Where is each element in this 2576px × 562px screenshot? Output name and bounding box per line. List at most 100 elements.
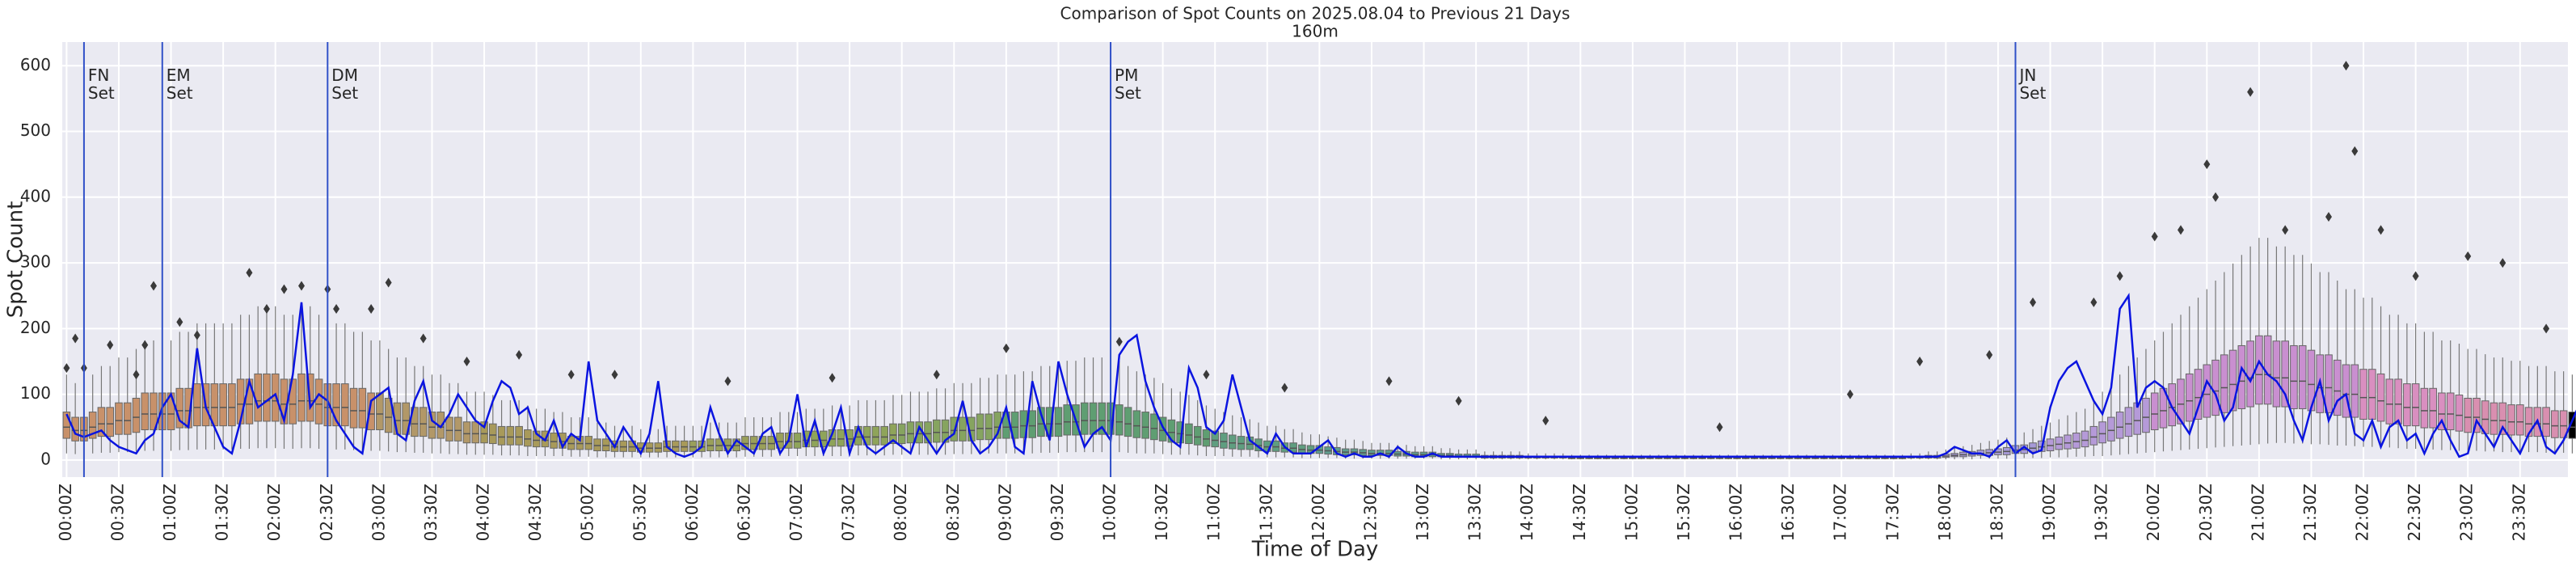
y-tick-label: 600	[20, 55, 51, 74]
outlier	[2342, 61, 2350, 71]
box	[2368, 369, 2376, 420]
box	[2420, 387, 2429, 429]
annotation-label: FN Set	[88, 65, 115, 103]
box	[2333, 359, 2342, 416]
x-tick-label: 15:00Z	[1621, 484, 1641, 541]
box	[2376, 373, 2385, 422]
box	[2272, 340, 2281, 408]
outlier	[2412, 271, 2419, 281]
box	[1150, 413, 1158, 441]
outlier	[419, 333, 427, 344]
box	[1193, 425, 1202, 446]
box	[741, 436, 749, 450]
box	[1289, 442, 1297, 453]
x-axis-label: Time of Day	[1251, 538, 1379, 562]
outlier	[2151, 231, 2158, 242]
box	[706, 438, 715, 451]
outlier	[567, 370, 575, 380]
box	[2237, 344, 2246, 409]
box	[358, 387, 367, 429]
box	[950, 416, 959, 442]
x-tick-label: 15:30Z	[1674, 484, 1693, 541]
x-tick-label: 20:30Z	[2196, 484, 2216, 541]
box	[2524, 407, 2533, 437]
box	[97, 407, 106, 437]
box	[428, 412, 436, 439]
x-tick-label: 05:00Z	[578, 484, 597, 541]
outlier	[176, 317, 183, 327]
outlier	[2282, 225, 2289, 235]
box	[376, 392, 384, 430]
box	[2228, 349, 2237, 412]
box	[2089, 425, 2098, 446]
outlier	[1385, 376, 1393, 387]
x-tick-label: 11:30Z	[1256, 484, 1275, 541]
box	[924, 421, 932, 444]
box	[2429, 387, 2437, 429]
outlier	[828, 373, 836, 383]
outlier	[193, 330, 200, 340]
x-tick-label: 12:00Z	[1309, 484, 1328, 541]
box	[349, 387, 358, 429]
y-tick-label: 0	[40, 449, 51, 468]
box	[2298, 344, 2307, 409]
outlier	[72, 333, 79, 344]
box	[497, 425, 506, 446]
box	[445, 416, 453, 442]
x-tick-label: 10:00Z	[1100, 484, 1119, 541]
outlier	[2325, 212, 2332, 222]
box	[2394, 378, 2402, 425]
box	[1141, 412, 1149, 439]
outlier	[280, 284, 288, 294]
box	[2220, 354, 2228, 413]
box	[1167, 419, 1176, 443]
box	[515, 425, 523, 446]
box	[2098, 421, 2106, 444]
box	[1271, 440, 1280, 452]
y-tick-label: 500	[20, 120, 51, 140]
x-tick-label: 13:00Z	[1413, 484, 1432, 541]
box	[2385, 378, 2394, 425]
box	[793, 433, 802, 449]
box	[1010, 412, 1019, 439]
plot-background	[62, 42, 2568, 477]
box	[1089, 402, 1098, 435]
box	[2255, 335, 2263, 405]
box	[471, 421, 480, 444]
x-tick-label: 18:30Z	[1987, 484, 2006, 541]
outlier	[463, 356, 470, 366]
x-tick-label: 14:00Z	[1517, 484, 1537, 541]
annotation-label: DM Set	[331, 65, 358, 103]
x-tick-label: 08:00Z	[891, 484, 910, 541]
x-tick-label: 07:30Z	[839, 484, 858, 541]
box	[2498, 402, 2507, 435]
outlier	[1281, 382, 1288, 393]
box	[2325, 354, 2333, 413]
box	[1054, 407, 1063, 437]
x-tick-label: 21:30Z	[2300, 484, 2320, 541]
box	[2168, 383, 2177, 427]
box	[271, 373, 280, 422]
x-tick-label: 11:00Z	[1204, 484, 1224, 541]
outlier	[933, 370, 940, 380]
box	[1228, 434, 1237, 450]
box	[619, 440, 628, 452]
outlier	[2543, 323, 2550, 334]
outlier	[1115, 336, 1123, 347]
box	[2029, 442, 2037, 453]
x-tick-label: 19:30Z	[2092, 484, 2111, 541]
box	[384, 397, 393, 433]
outlier	[2212, 192, 2220, 202]
box	[489, 423, 497, 445]
outlier	[1986, 349, 1993, 360]
chart-title: Comparison of Spot Counts on 2025.08.04 …	[1060, 4, 1570, 23]
outlier	[611, 370, 618, 380]
box	[2142, 397, 2150, 433]
x-tick-label: 06:00Z	[682, 484, 702, 541]
box	[680, 440, 689, 452]
outlier	[1002, 343, 1010, 353]
x-tick-label: 22:00Z	[2353, 484, 2372, 541]
box	[2542, 407, 2550, 437]
box	[2281, 340, 2289, 408]
box	[506, 425, 515, 446]
